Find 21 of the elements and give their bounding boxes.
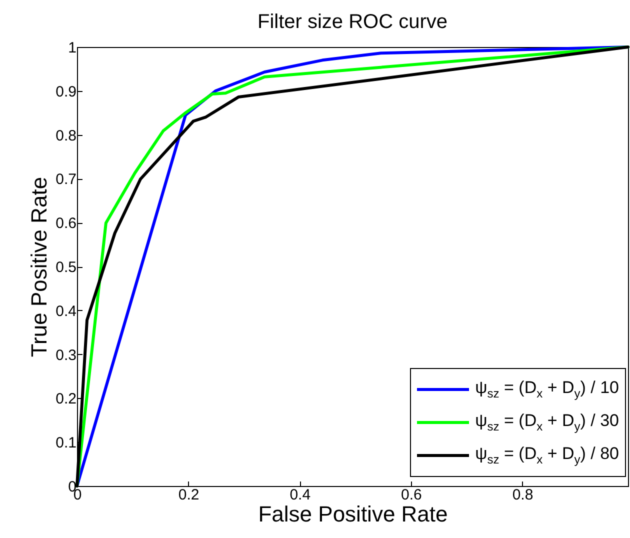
x-tick-label: 0.2 bbox=[178, 486, 200, 504]
y-axis-title: True Positive Rate bbox=[26, 176, 52, 358]
legend-label: ψ$_{sz}$ = (D$_{x}$ + D$_{y}$) / 30 bbox=[475, 411, 619, 434]
y-tick-label: 0.3 bbox=[56, 346, 76, 364]
y-tick-label: 0.8 bbox=[56, 127, 76, 144]
x-axis-title: False Positive Rate bbox=[258, 502, 448, 526]
x-tick-label: 0.6 bbox=[401, 486, 422, 504]
y-tick-label: 0.9 bbox=[56, 83, 76, 100]
y-tick-label: 0.6 bbox=[56, 215, 76, 232]
chart-title: Filter size ROC curve bbox=[257, 11, 448, 33]
y-tick-label: 1 bbox=[68, 40, 76, 56]
legend-label: ψ$_{sz}$ = (D$_{x}$ + D$_{y}$) / 10 bbox=[475, 378, 619, 401]
line-series bbox=[76, 46, 630, 488]
y-tick-label: 0.2 bbox=[56, 390, 76, 408]
x-tick-label: 0.4 bbox=[290, 486, 311, 504]
y-tick-label: 0.7 bbox=[56, 171, 76, 188]
y-tick-label: 0.5 bbox=[56, 259, 76, 276]
x-tick-label: 0.8 bbox=[512, 486, 534, 504]
y-tick-label: 0.1 bbox=[56, 434, 76, 452]
legend-label: ψ$_{sz}$ = (D$_{x}$ + D$_{y}$) / 80 bbox=[475, 444, 619, 467]
y-tick-label: 0.4 bbox=[56, 302, 76, 320]
